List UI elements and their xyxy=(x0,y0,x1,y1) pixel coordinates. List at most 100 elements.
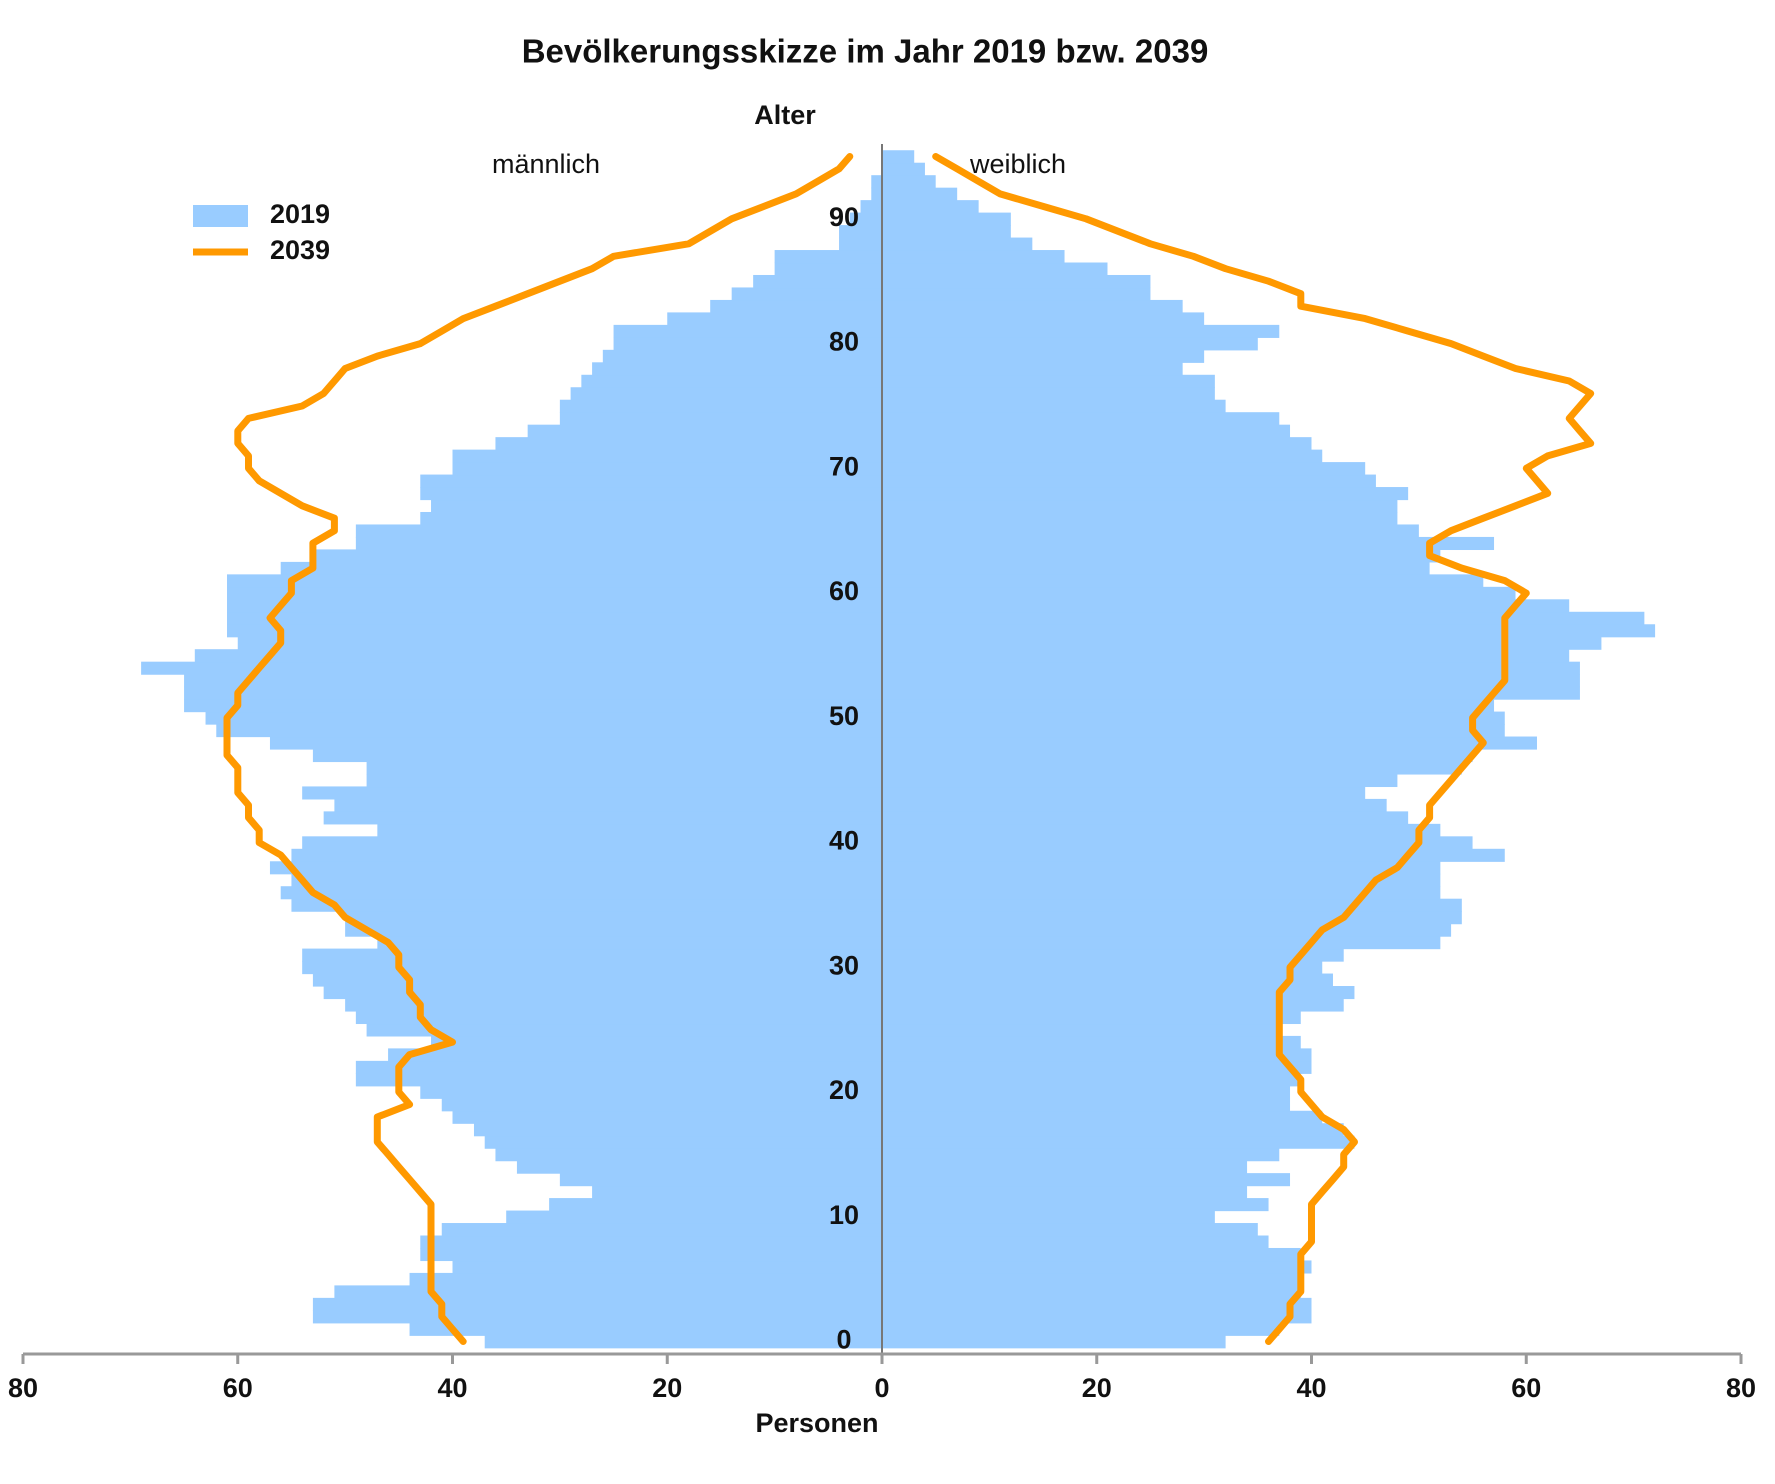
bar xyxy=(882,811,1409,825)
bar xyxy=(882,1010,1301,1025)
bar xyxy=(323,986,882,1000)
bar xyxy=(420,1235,882,1249)
bar xyxy=(484,1335,882,1349)
x-tick-label: 80 xyxy=(8,1373,38,1403)
bar xyxy=(882,574,1484,588)
bar xyxy=(184,686,882,700)
bar xyxy=(227,586,882,600)
y-tick-label: 60 xyxy=(829,576,859,606)
bar xyxy=(882,761,1462,775)
bar xyxy=(345,911,882,925)
bar xyxy=(882,898,1462,912)
bar xyxy=(882,511,1398,526)
bar xyxy=(355,536,882,551)
bar xyxy=(516,1160,882,1174)
bar xyxy=(882,773,1398,788)
bar xyxy=(882,200,979,214)
x-tick-label: 40 xyxy=(437,1373,467,1403)
bar xyxy=(420,1247,882,1262)
bar xyxy=(882,1073,1301,1087)
bar xyxy=(882,686,1580,700)
bar xyxy=(312,749,883,763)
bar xyxy=(882,1260,1312,1274)
bar xyxy=(355,1060,882,1074)
plot-area xyxy=(141,144,1656,1354)
bar xyxy=(581,374,882,388)
y-tick-label: 80 xyxy=(829,327,859,357)
bar xyxy=(323,811,882,825)
bar xyxy=(882,861,1441,875)
bar xyxy=(882,823,1441,837)
bar xyxy=(882,349,1205,363)
bar xyxy=(710,299,882,314)
y-tick-label: 30 xyxy=(829,950,859,980)
bar xyxy=(355,1010,882,1025)
bar xyxy=(302,961,882,975)
bar xyxy=(882,362,1183,376)
bar xyxy=(882,948,1344,962)
bar xyxy=(882,424,1291,438)
bar xyxy=(452,1110,882,1124)
bar xyxy=(495,437,882,451)
bar xyxy=(280,886,882,900)
bar xyxy=(882,374,1215,388)
bar xyxy=(882,412,1280,426)
legend-label: 2039 xyxy=(270,235,330,265)
bar xyxy=(366,1023,883,1037)
bar xyxy=(774,262,882,276)
bar xyxy=(871,187,882,201)
bar xyxy=(882,636,1602,650)
bar xyxy=(527,424,882,438)
bar xyxy=(216,724,882,738)
x-tick-label: 20 xyxy=(652,1373,682,1403)
bar xyxy=(882,561,1430,575)
bar xyxy=(227,574,882,588)
bar xyxy=(302,836,882,850)
bar xyxy=(452,449,882,463)
bar xyxy=(882,287,1151,301)
bar xyxy=(882,624,1656,638)
bar xyxy=(871,175,882,189)
bar xyxy=(388,1048,882,1062)
bar xyxy=(849,212,882,226)
bar xyxy=(882,1322,1280,1336)
bar xyxy=(882,749,1473,763)
bar xyxy=(141,661,883,675)
bar xyxy=(312,1310,883,1324)
bar xyxy=(882,923,1452,937)
bar xyxy=(882,549,1441,563)
bar xyxy=(227,624,882,638)
bar xyxy=(882,699,1495,713)
x-tick-label: 40 xyxy=(1296,1373,1326,1403)
bar xyxy=(882,250,1065,264)
bar xyxy=(355,524,882,538)
bar xyxy=(291,873,882,887)
bar xyxy=(227,611,882,625)
bar xyxy=(420,511,882,526)
bar xyxy=(882,661,1580,675)
bar xyxy=(882,536,1495,551)
bar xyxy=(882,998,1344,1012)
bar xyxy=(882,986,1355,1000)
bar xyxy=(882,387,1215,401)
bar xyxy=(882,524,1419,538)
bar xyxy=(882,324,1280,338)
x-tick-label: 60 xyxy=(223,1373,253,1403)
bar xyxy=(269,861,882,875)
bar xyxy=(452,462,882,476)
bar xyxy=(441,1098,882,1112)
y-tick-label: 90 xyxy=(829,202,859,232)
bar xyxy=(409,1322,882,1336)
bar xyxy=(592,362,882,376)
bar xyxy=(280,561,882,575)
bar xyxy=(839,225,882,239)
bar xyxy=(882,1223,1258,1237)
bar xyxy=(882,1210,1215,1224)
legend-swatch xyxy=(193,205,248,227)
y-tick-label: 40 xyxy=(829,826,859,856)
bar xyxy=(882,312,1205,326)
x-tick-label: 60 xyxy=(1511,1373,1541,1403)
bar xyxy=(431,499,882,513)
bar xyxy=(237,636,882,650)
